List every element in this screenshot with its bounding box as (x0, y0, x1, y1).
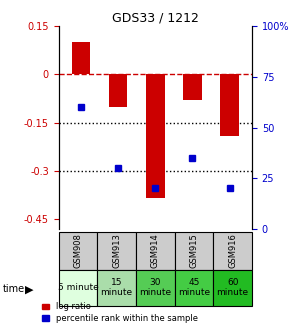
Text: GSM908: GSM908 (74, 233, 82, 268)
Bar (136, 270, 175, 306)
Bar (175, 270, 213, 306)
Bar (213, 270, 252, 306)
Text: 5 minute: 5 minute (57, 283, 98, 292)
Text: GSM915: GSM915 (190, 233, 198, 268)
Text: ▶: ▶ (25, 284, 33, 294)
Bar (59, 232, 97, 270)
Bar (109, 75, 127, 107)
Text: 15
minute: 15 minute (100, 278, 133, 298)
Text: GSM913: GSM913 (112, 233, 121, 268)
Bar (183, 75, 202, 100)
Text: 30
minute: 30 minute (139, 278, 171, 298)
Bar (136, 232, 175, 270)
Bar (175, 232, 213, 270)
Bar (97, 270, 136, 306)
Text: 45
minute: 45 minute (178, 278, 210, 298)
Text: GSM914: GSM914 (151, 233, 160, 268)
Text: GSM916: GSM916 (228, 233, 237, 268)
Bar (146, 75, 165, 198)
Bar (213, 232, 252, 270)
Legend: log ratio, percentile rank within the sample: log ratio, percentile rank within the sa… (42, 302, 197, 323)
Bar (71, 42, 90, 75)
Text: time: time (3, 284, 25, 294)
Bar (97, 232, 136, 270)
Text: 60
minute: 60 minute (217, 278, 249, 298)
Title: GDS33 / 1212: GDS33 / 1212 (112, 12, 199, 25)
Bar (59, 270, 97, 306)
Bar (220, 75, 239, 136)
